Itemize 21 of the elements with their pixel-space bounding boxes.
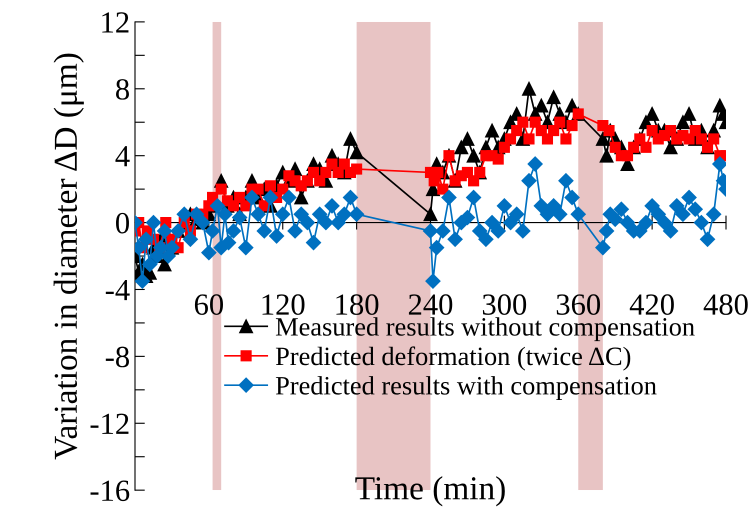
x-tick-label: 180 [336,294,378,315]
x-tick-label: 360 [556,294,600,315]
x-tick-label: 60 [194,294,223,315]
x-tick-label: 240 [408,294,452,315]
legend-label: Predicted deformation (twice ΔC) [276,346,630,371]
legend-label: Measured results without compensation [276,317,695,342]
x-tick-label: 120 [262,294,304,315]
y-tick-label: -8 [106,346,129,368]
y-tick-label: -16 [90,480,130,502]
legend-label: Predicted results with compensation [276,376,657,400]
y-tick-label: -4 [106,280,130,300]
y-tick-label: 4 [115,146,130,166]
y-tick-label: 0 [116,212,129,234]
x-axis-title: Time (min) [355,476,505,506]
y-tick-label: -12 [90,414,128,434]
y-tick-label: 8 [116,79,129,100]
y-axis-title: Variation in diameter ΔD (μm) [54,54,84,460]
y-tick-label: 12 [102,12,128,32]
x-tick-label: 480 [704,294,748,315]
x-tick-label: 300 [482,294,526,315]
x-tick-label: 420 [630,294,674,315]
